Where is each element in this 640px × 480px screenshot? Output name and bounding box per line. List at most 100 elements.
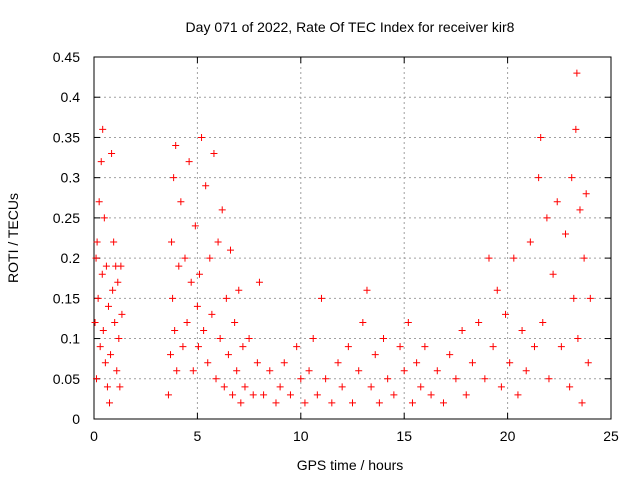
data-point (200, 327, 208, 335)
y-tick-label: 0.1 (61, 331, 81, 347)
data-point (573, 69, 581, 77)
data-point (272, 399, 280, 407)
y-tick-label: 0.3 (61, 170, 81, 186)
data-point (458, 327, 466, 335)
data-point (549, 270, 557, 278)
data-point (396, 343, 404, 351)
data-point (102, 262, 110, 270)
data-point (514, 391, 522, 399)
data-point (99, 125, 107, 133)
data-point (206, 254, 214, 262)
data-point (349, 399, 356, 407)
grid-lines (94, 57, 611, 419)
data-point (172, 141, 180, 149)
data-point (485, 254, 493, 262)
data-point (115, 335, 123, 343)
data-point (506, 359, 514, 367)
data-point (185, 158, 193, 166)
data-point (266, 367, 274, 375)
plot-frame (93, 56, 612, 420)
data-point (239, 343, 247, 351)
data-point (212, 375, 220, 383)
data-point (322, 375, 330, 383)
data-point (462, 391, 470, 399)
data-point (168, 238, 176, 246)
x-tick-label: 20 (500, 428, 516, 444)
data-point (99, 327, 107, 335)
data-point (220, 383, 228, 391)
data-point (97, 158, 105, 166)
data-point (104, 302, 112, 310)
data-point (226, 246, 234, 254)
data-point (100, 214, 108, 222)
data-point (216, 335, 224, 343)
axis-ticks: 0 5 10 15 20 25 0 0.05 0.1 0.15 0.2 0.25 0.3 0.35 0.4 0… (53, 49, 619, 444)
data-point (518, 327, 526, 335)
data-point (208, 310, 216, 318)
data-point (110, 238, 118, 246)
data-point (305, 367, 313, 375)
data-point (210, 150, 218, 158)
data-point (313, 391, 321, 399)
data-point (96, 343, 104, 351)
data-point (545, 375, 553, 383)
data-point (237, 399, 245, 407)
data-point (98, 270, 106, 278)
data-point (93, 238, 101, 246)
data-point (170, 174, 178, 182)
data-point (235, 286, 243, 294)
data-point (572, 125, 580, 133)
data-point (384, 375, 392, 383)
data-point (417, 383, 425, 391)
data-point (193, 302, 201, 310)
data-point (92, 254, 100, 262)
data-point (475, 318, 483, 326)
data-point (468, 359, 476, 367)
data-point (574, 335, 582, 343)
data-point (255, 278, 263, 286)
y-tick-label: 0 (72, 411, 80, 427)
data-point (95, 198, 103, 206)
data-point (92, 375, 100, 383)
x-tick-label: 10 (293, 428, 309, 444)
data-point (249, 391, 257, 399)
data-point (309, 335, 317, 343)
data-point (539, 318, 547, 326)
data-point (344, 343, 352, 351)
data-point (497, 383, 505, 391)
data-point (301, 399, 309, 407)
data-point (214, 238, 222, 246)
data-point (260, 391, 268, 399)
data-point (367, 383, 375, 391)
data-point (222, 294, 230, 302)
data-point (446, 351, 454, 359)
data-point (530, 343, 538, 351)
data-point (568, 174, 576, 182)
data-point (297, 375, 305, 383)
data-markers (91, 69, 594, 407)
data-point (562, 230, 570, 238)
x-tick-label: 5 (194, 428, 202, 444)
data-point (535, 174, 543, 182)
data-point (400, 367, 408, 375)
data-point (493, 286, 501, 294)
data-point (293, 343, 301, 351)
data-point (204, 359, 212, 367)
data-point (408, 399, 416, 407)
data-point (187, 278, 195, 286)
chart-title: Day 071 of 2022, Rate Of TEC Index for r… (186, 19, 515, 35)
data-point (510, 254, 518, 262)
data-point (390, 391, 398, 399)
data-point (537, 133, 545, 141)
data-point (359, 318, 367, 326)
y-tick-label: 0.15 (53, 290, 80, 306)
data-point (194, 343, 202, 351)
data-point (198, 133, 206, 141)
data-point (118, 310, 126, 318)
data-point (91, 318, 99, 326)
y-tick-label: 0.45 (53, 49, 80, 65)
data-point (233, 367, 241, 375)
data-point (557, 343, 565, 351)
data-point (169, 294, 177, 302)
